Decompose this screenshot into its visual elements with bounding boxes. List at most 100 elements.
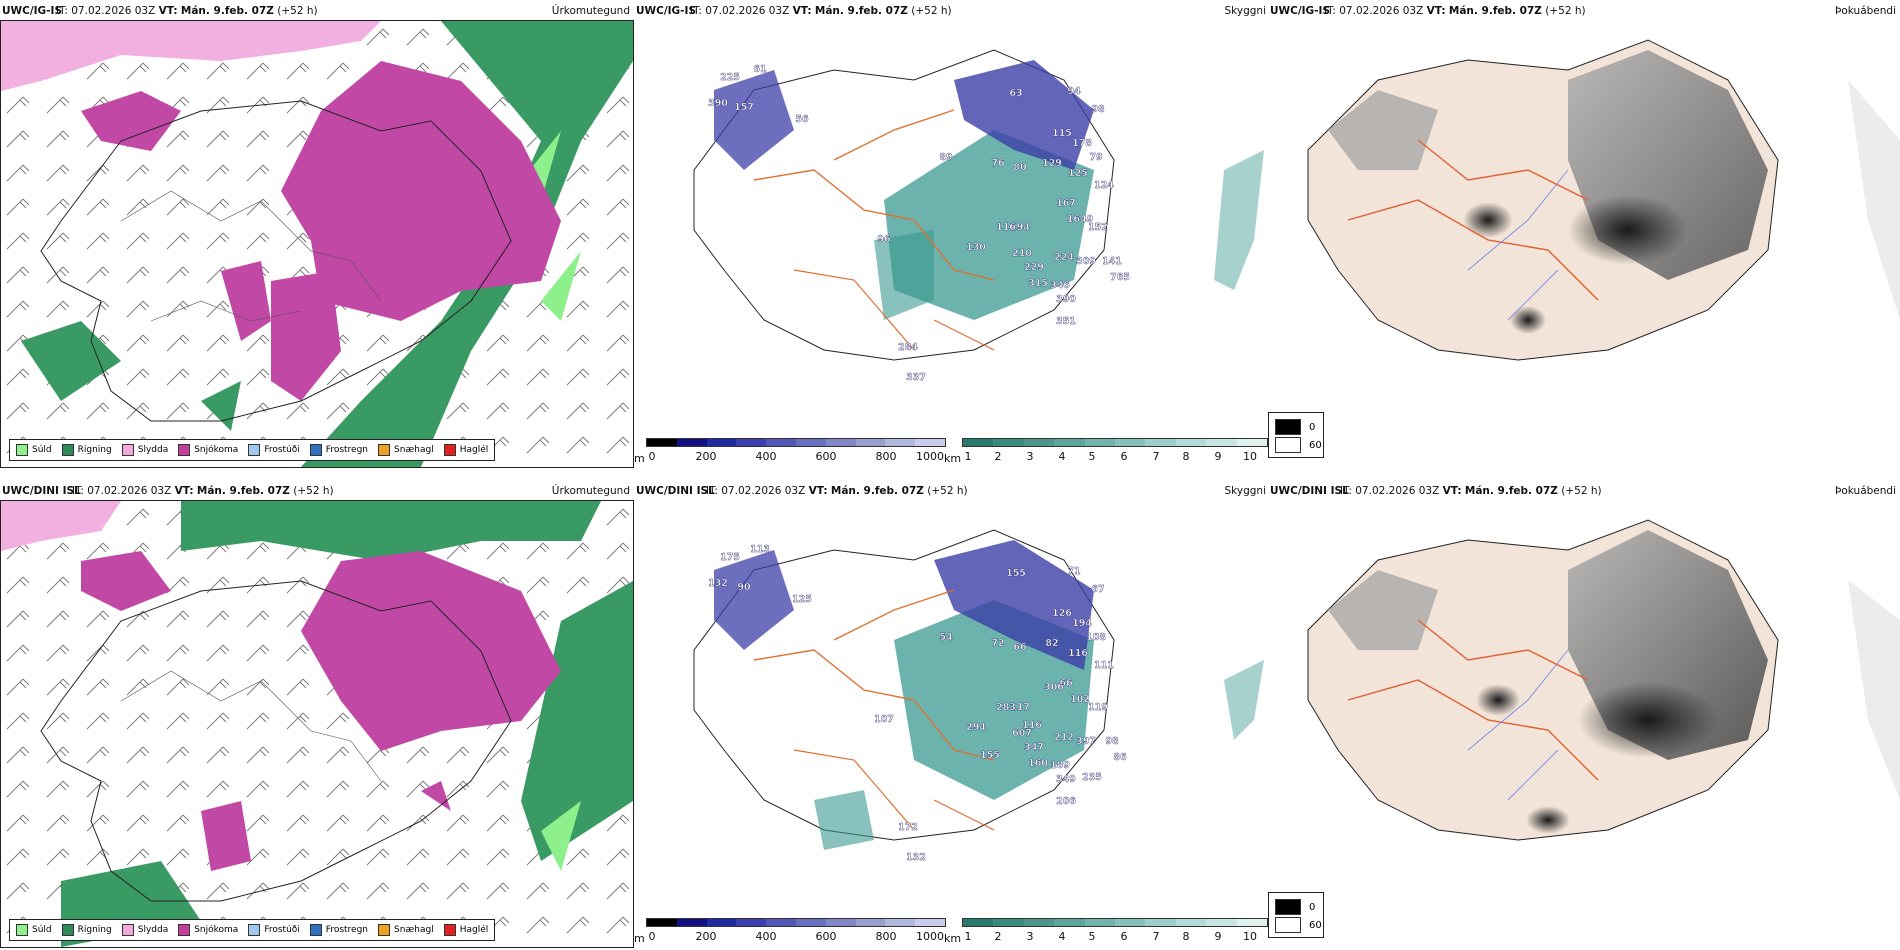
legend-swatch: [248, 444, 261, 456]
visibility-tick: 2: [994, 930, 1002, 943]
issue-valid-time: IT: 07.02.2026 03Z VT: Mán. 9.feb. 07Z (…: [690, 5, 952, 17]
fog-legend-light: 60: [1275, 437, 1322, 453]
cloud-base-value-label: 117: [1010, 702, 1030, 713]
elevation-tick: 800: [875, 450, 897, 463]
cloud-visibility-map[interactable]: [634, 20, 1268, 440]
fog-legend-dark: 0: [1275, 419, 1315, 435]
parameter-title: Skyggni: [1224, 485, 1267, 497]
cloud-base-value-label: 111: [1094, 660, 1114, 671]
legend-item: Súld: [16, 444, 52, 456]
sleet-area: [1, 501, 121, 551]
model-name: UWC/IG-IS: [1270, 5, 1331, 17]
elevation-ticks: 0 200 400 600 800 1000: [646, 450, 946, 464]
cloud-base-value-label: 76: [991, 158, 1005, 169]
cloud-base-value-label: 108: [1086, 632, 1106, 643]
legend-item: Haglél: [443, 444, 488, 456]
visibility-tick: 5: [1088, 450, 1096, 463]
cloud-base-value-label: 61: [753, 64, 766, 75]
cloud-base-value-label: 115: [1052, 128, 1072, 139]
cloud-base-value-label: 229: [1024, 262, 1044, 273]
cloud-base-value-label: 66: [1013, 642, 1027, 653]
cloud-visibility-map[interactable]: [634, 500, 1268, 920]
cloud-base-value-label: 284: [898, 342, 918, 353]
elevation-colorbar: [646, 438, 946, 447]
fog-legend-light: 60: [1275, 917, 1322, 933]
iceland-coastline: [40, 100, 512, 422]
visibility-tick: 7: [1152, 930, 1160, 943]
visibility-tick: 4: [1058, 450, 1066, 463]
elevation-unit: m: [634, 932, 645, 945]
cloud-base-value-label: 90: [737, 582, 751, 593]
fog-index-map[interactable]: [1268, 500, 1900, 920]
cloud-base-value-label: 224: [1054, 252, 1074, 263]
panel-bottom-precip-type: UWC/DINI ISL IT: 07.02.2026 03Z VT: Mán.…: [0, 480, 634, 948]
iceland-coastline: [40, 580, 512, 902]
panel-bottom-fog: UWC/DINI ISL IT: 07.02.2026 03Z VT: Mán.…: [1268, 480, 1900, 948]
precip-type-legend: Súld Rigning Slydda Snjókoma Frostúði Fr…: [9, 439, 496, 461]
fog-swatch-light: [1275, 917, 1301, 933]
issue-valid-time: IT: 07.02.2026 03Z VT: Mán. 9.feb. 07Z (…: [706, 485, 968, 497]
model-name: UWC/DINI ISL: [1270, 485, 1349, 497]
cloud-base-value-label: 309: [1076, 256, 1096, 267]
cloud-base-value-label: 346: [1050, 280, 1070, 291]
cloud-base-value-label: 347: [1024, 742, 1044, 753]
fog-legend-dark: 0: [1275, 899, 1315, 915]
legend-swatch: [248, 924, 261, 936]
visibility-tick: 8: [1182, 450, 1190, 463]
legend-swatch: [61, 924, 74, 936]
cloud-base-value-label: 235: [1082, 772, 1102, 783]
model-name: UWC/DINI ISL: [636, 485, 715, 497]
fog-index-map[interactable]: [1268, 20, 1900, 440]
cloud-base-value-label: 607: [1012, 728, 1032, 739]
cloud-base-value-label: 189: [1050, 760, 1070, 771]
legend-item: Slydda: [121, 444, 168, 456]
cloud-base-value-label: 63: [1009, 88, 1022, 99]
fog-swatch-light: [1275, 437, 1301, 453]
cloud-base-value-label: 125: [792, 594, 812, 605]
snow-area: [81, 91, 181, 151]
cloud-base-value-label: 172: [898, 822, 918, 833]
legend-item: Snjókoma: [178, 444, 238, 456]
legend-swatch: [309, 444, 322, 456]
elevation-unit: m: [634, 452, 645, 465]
panel-header: UWC/DINI ISL IT: 07.02.2026 03Z VT: Mán.…: [1268, 480, 1900, 500]
visibility-tick: 3: [1026, 930, 1034, 943]
panel-top-fog: UWC/IG-IS IT: 07.02.2026 03Z VT: Mán. 9.…: [1268, 0, 1900, 468]
cloud-base-value-label: 157: [734, 102, 754, 113]
precip-type-map[interactable]: Súld Rigning Slydda Snjókoma Frostúði Fr…: [0, 20, 634, 468]
cloud-base-value-label: 119: [1088, 702, 1108, 713]
cloud-base-value-label: 96: [877, 234, 891, 245]
legend-swatch: [121, 444, 134, 456]
legend-swatch: [378, 924, 391, 936]
cloud-base-value-label: 86: [1113, 752, 1127, 763]
legend-swatch: [61, 444, 74, 456]
legend-item: Slydda: [121, 924, 168, 936]
legend-swatch: [16, 924, 28, 936]
model-name: UWC/IG-IS: [2, 5, 63, 17]
cloud-base-value-label: 351: [1056, 316, 1076, 327]
panel-header: UWC/IG-IS IT: 07.02.2026 03Z VT: Mán. 9.…: [634, 0, 1268, 20]
precip-type-map[interactable]: Súld Rigning Slydda Snjókoma Frostúði Fr…: [0, 500, 634, 948]
cloud-base-value-label: 89: [939, 152, 952, 163]
elevation-colorbar: [646, 918, 946, 927]
cloud-base-value-label: 294: [1010, 222, 1030, 233]
elevation-tick: 800: [875, 930, 897, 943]
cloud-base-value-label: 82: [1045, 638, 1058, 649]
cloud-base-value-label: 167: [1056, 198, 1076, 209]
drizzle-area: [541, 801, 581, 871]
issue-valid-time: IT: 07.02.2026 03Z VT: Mán. 9.feb. 07Z (…: [72, 485, 334, 497]
cloud-base-value-label: 1649: [1067, 214, 1093, 225]
legend-item: Haglél: [443, 924, 488, 936]
cloud-base-value-label: 160: [1028, 758, 1048, 769]
elevation-tick: 600: [815, 930, 837, 943]
panel-header: UWC/DINI ISL IT: 07.02.2026 03Z VT: Mán.…: [634, 480, 1268, 500]
cloud-base-value-label: 124: [1094, 180, 1114, 191]
panel-bottom-cloud: UWC/DINI ISL IT: 07.02.2026 03Z VT: Mán.…: [634, 480, 1268, 948]
legend-item: Frostúði: [248, 924, 300, 936]
elevation-tick: 0: [648, 930, 656, 943]
visibility-area: [884, 130, 1094, 320]
road-network: [1347, 139, 1599, 301]
elevation-tick: 1000: [916, 450, 944, 463]
issue-valid-time: IT: 07.02.2026 03Z VT: Mán. 9.feb. 07Z (…: [1340, 485, 1602, 497]
elevation-tick: 0: [648, 450, 656, 463]
